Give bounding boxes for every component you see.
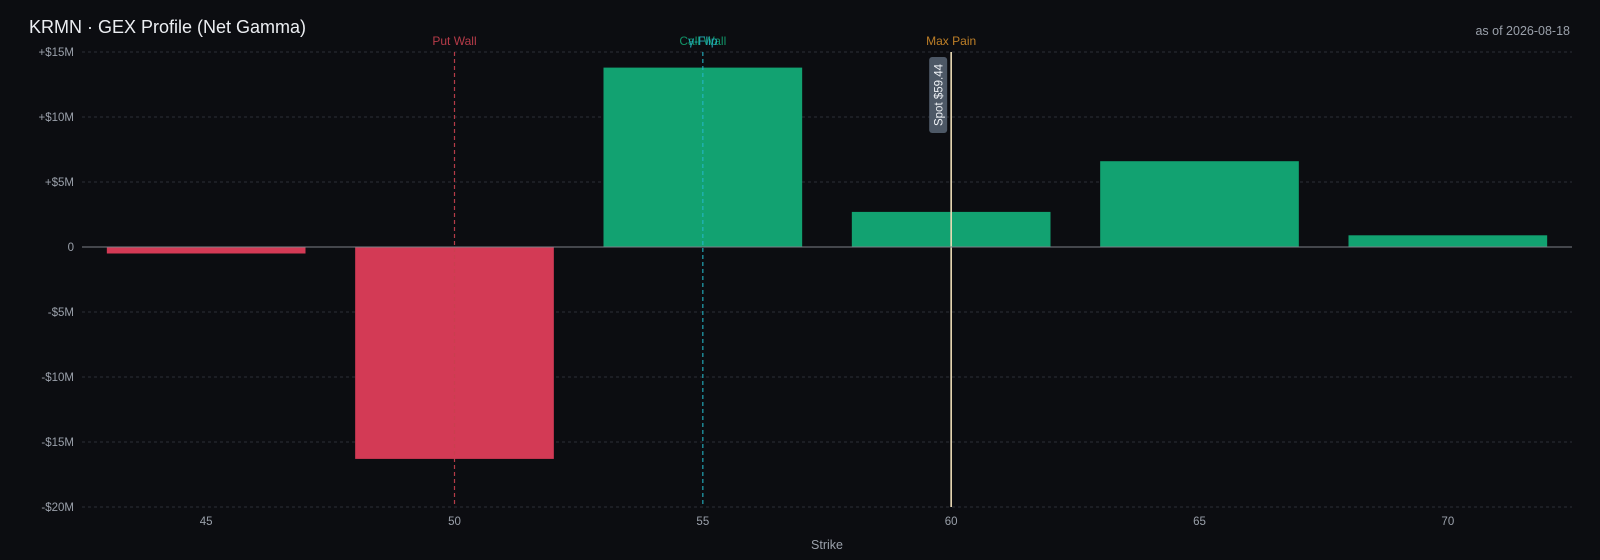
- x-tick-label: 50: [448, 516, 461, 528]
- x-tick-label: 70: [1441, 516, 1454, 528]
- grid-layer: [82, 51, 1572, 508]
- bar: [106, 247, 306, 254]
- as-of-date: as of 2026-08-18: [1475, 24, 1570, 38]
- y-tick-label: -$10M: [41, 372, 74, 384]
- y-tick-label: +$10M: [39, 112, 74, 124]
- x-tick-label: 45: [200, 516, 213, 528]
- y-tick-label: 0: [68, 242, 74, 254]
- gamma_flip-label: γ-Flip: [688, 34, 718, 48]
- y-tick-label: +$5M: [45, 177, 74, 189]
- y-tick-label: -$5M: [48, 307, 74, 319]
- chart-title: KRMN · GEX Profile (Net Gamma): [29, 17, 307, 37]
- max_pain-label: Max Pain: [926, 34, 976, 48]
- x-tick-label: 65: [1193, 516, 1206, 528]
- put_wall-label: Put Wall: [432, 34, 476, 48]
- y-tick-label: -$15M: [41, 437, 74, 449]
- axis-layer: +$15M +$10M +$5M 0 -$5M -$10M -$15M -$20M 45 50 55…: [39, 47, 1572, 528]
- y-tick-label: +$15M: [39, 47, 74, 59]
- bar: [1348, 235, 1548, 247]
- spot-badge-bg: [929, 57, 948, 133]
- call_wall-label: Call Wall: [679, 34, 726, 48]
- bar: [1100, 161, 1299, 247]
- spot-badge: Spot $59.44: [929, 57, 948, 133]
- y-tick-label: -$20M: [41, 502, 74, 514]
- x-tick-label: 60: [945, 516, 958, 528]
- x-tick-label: 55: [696, 516, 709, 528]
- spot-label: Spot $59.44: [934, 63, 946, 126]
- bar-layer: [106, 67, 1548, 459]
- x-axis-label: Strike: [811, 538, 843, 552]
